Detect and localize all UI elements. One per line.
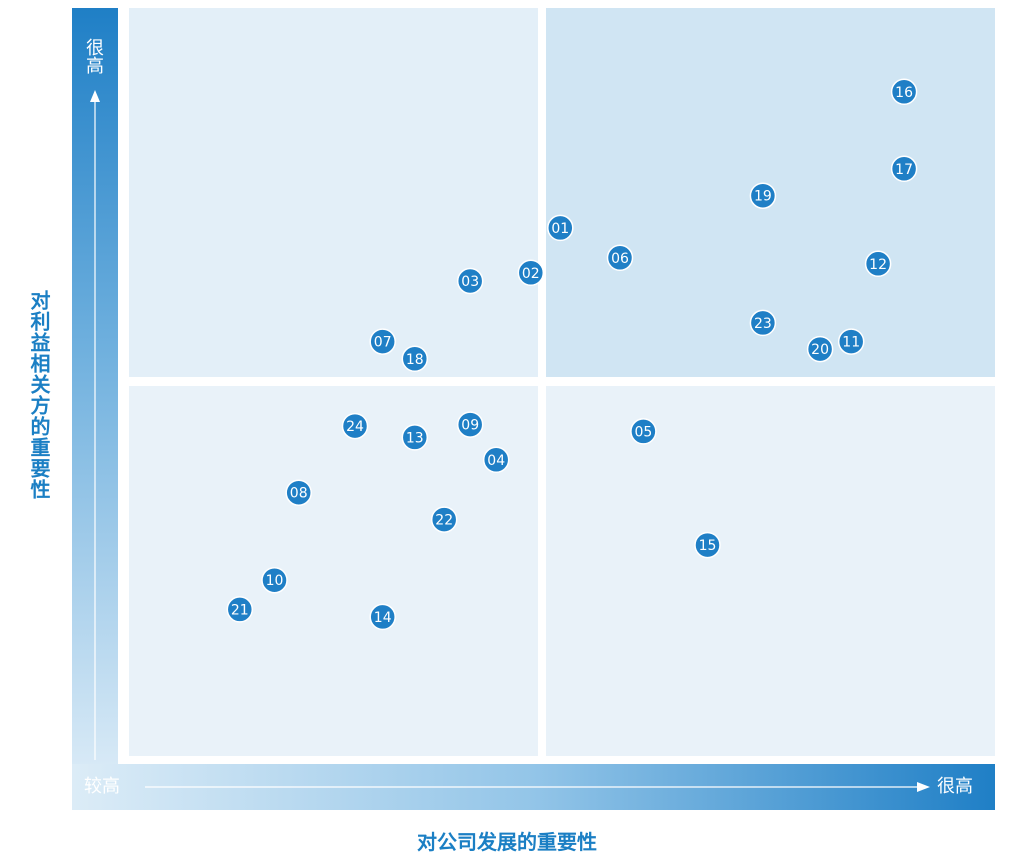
point-11 [837, 328, 865, 355]
point-15 [694, 531, 721, 559]
point-10 [261, 566, 288, 594]
point-06 [606, 244, 634, 272]
point-label-04: 04 [487, 453, 505, 469]
point-18 [401, 345, 429, 373]
point-13 [401, 424, 429, 451]
point-label-18: 18 [406, 352, 424, 368]
point-20 [806, 335, 834, 363]
point-17 [890, 155, 918, 183]
point-24 [341, 412, 369, 440]
point-label-13: 13 [406, 430, 424, 446]
point-label-24: 24 [346, 419, 364, 435]
point-label-03: 03 [461, 274, 479, 290]
quadrant-top-left [129, 8, 538, 377]
point-23 [749, 309, 777, 337]
point-label-10: 10 [266, 573, 284, 589]
point-09 [456, 411, 484, 438]
points-layer: 01 02 03 04 05 06 07 08 09 10 11 12 13 14 15 16 17 18 19 20… [226, 78, 918, 631]
point-21 [226, 596, 254, 623]
point-label-19: 19 [754, 189, 772, 205]
point-label-05: 05 [634, 424, 652, 440]
point-label-09: 09 [461, 418, 479, 434]
point-16 [890, 78, 918, 106]
y-axis-high-label: 很高 [83, 38, 104, 74]
x-axis-arrow-head [917, 782, 930, 792]
point-19 [749, 182, 777, 209]
point-label-23: 23 [754, 316, 772, 332]
y-axis-title: 对利益相关方的重要性 [27, 290, 51, 500]
quadrant-bottom-right [546, 386, 995, 756]
point-14 [369, 603, 396, 631]
point-08 [285, 479, 312, 506]
point-label-01: 01 [551, 221, 569, 237]
x-axis-low-label: 较高 [84, 776, 120, 797]
point-02 [517, 259, 545, 287]
point-label-15: 15 [699, 538, 717, 554]
point-12 [864, 250, 892, 278]
point-label-06: 06 [611, 251, 629, 267]
x-axis-title: 对公司发展的重要性 [417, 830, 597, 854]
point-label-17: 17 [895, 162, 913, 178]
point-label-22: 22 [435, 513, 453, 529]
quadrant-bottom-left [129, 386, 538, 756]
x-axis-high-label: 很高 [937, 776, 973, 797]
point-label-20: 20 [811, 342, 829, 358]
point-05 [630, 418, 657, 445]
point-01 [547, 214, 574, 242]
point-label-14: 14 [374, 610, 392, 626]
point-04 [482, 446, 510, 474]
point-label-08: 08 [290, 486, 308, 502]
point-label-21: 21 [231, 602, 249, 618]
point-03 [456, 267, 484, 295]
point-22 [430, 506, 458, 533]
point-label-11: 11 [842, 335, 860, 351]
point-label-16: 16 [895, 85, 913, 101]
point-label-07: 07 [374, 335, 392, 351]
y-axis-arrow-head [90, 90, 100, 102]
point-07 [369, 328, 396, 355]
point-label-12: 12 [869, 257, 887, 273]
point-label-02: 02 [522, 266, 540, 282]
